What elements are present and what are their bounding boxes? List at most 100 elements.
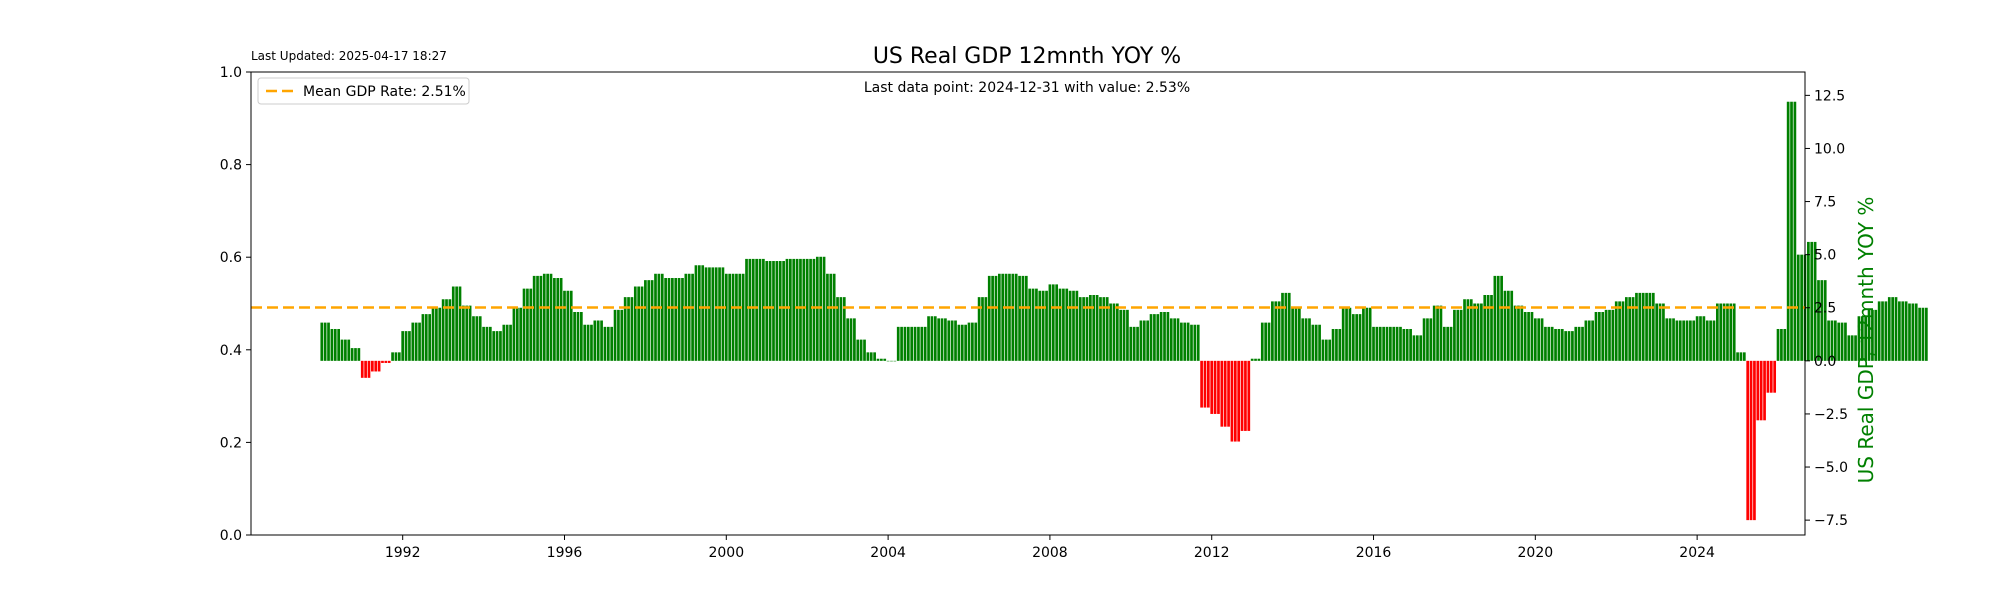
gdp-bar — [1483, 295, 1487, 361]
gdp-bar — [1217, 360, 1220, 414]
bars-layer — [320, 101, 1928, 521]
gdp-bar — [1176, 318, 1180, 361]
gdp-bar — [455, 286, 458, 361]
gdp-bar — [1665, 318, 1669, 361]
gdp-bar — [1466, 299, 1470, 361]
gdp-bar — [1180, 322, 1183, 361]
gdp-bar — [1898, 301, 1901, 361]
gdp-bar — [1159, 312, 1163, 361]
gdp-bar — [883, 358, 887, 361]
gdp-bar — [950, 320, 954, 361]
gdp-bar — [1355, 314, 1359, 361]
gdp-bar — [1439, 305, 1443, 361]
gdp-bar — [802, 258, 806, 361]
right-tick-label: 12.5 — [1814, 88, 1845, 104]
gdp-bar — [906, 326, 910, 361]
plot-frame — [250, 71, 1806, 536]
gdp-bar — [468, 305, 472, 361]
gdp-bar — [1517, 305, 1520, 361]
gdp-bar — [1362, 307, 1365, 361]
gdp-bar — [981, 297, 984, 361]
left-tick-label: 0.8 — [220, 158, 242, 174]
left-tick-label: 1.0 — [220, 65, 242, 81]
gdp-bar — [1072, 290, 1075, 361]
gdp-bar — [1331, 328, 1335, 361]
gdp-bar — [721, 267, 725, 361]
gdp-bar — [1773, 360, 1777, 393]
gdp-bar — [1136, 326, 1139, 361]
gdp-bar — [1749, 360, 1753, 521]
gdp-bar — [1611, 309, 1615, 361]
gdp-bar — [1678, 320, 1682, 361]
gdp-bar — [532, 275, 536, 361]
gdp-bar — [1207, 360, 1210, 408]
gdp-bar — [842, 297, 846, 361]
gdp-bar — [1169, 318, 1173, 361]
gdp-bar — [546, 273, 549, 361]
gdp-bar — [1065, 288, 1069, 361]
gdp-bar — [1038, 290, 1042, 361]
gdp-bar — [377, 360, 381, 372]
gdp-bar — [1810, 241, 1814, 361]
gdp-bar — [772, 261, 775, 361]
gdp-bar — [414, 322, 418, 361]
right-tick-label: 5.0 — [1814, 248, 1836, 264]
gdp-bar — [863, 339, 866, 361]
gdp-bar — [1446, 326, 1450, 361]
gdp-bar — [1122, 309, 1126, 361]
gdp-bar — [1925, 307, 1928, 361]
gdp-bar — [1021, 275, 1025, 361]
gdp-bar — [1469, 299, 1473, 361]
gdp-bar — [522, 288, 526, 361]
x-tick-label: 2008 — [1032, 545, 1068, 561]
gdp-bar — [1395, 326, 1399, 361]
gdp-bar — [1624, 297, 1628, 361]
gdp-bar — [1328, 339, 1332, 361]
gdp-bar — [1281, 292, 1284, 361]
gdp-bar — [1453, 309, 1456, 361]
gdp-bar — [1729, 303, 1733, 361]
gdp-bar — [1008, 273, 1011, 361]
gdp-bar — [1436, 305, 1439, 361]
gdp-bar — [580, 312, 583, 361]
gdp-bar — [701, 265, 705, 361]
gdp-bar — [387, 360, 391, 363]
gdp-bar — [664, 278, 667, 361]
gdp-bar — [1726, 303, 1729, 361]
gdp-bar — [1877, 301, 1881, 361]
gdp-bar — [745, 258, 748, 361]
gdp-bar — [711, 267, 715, 361]
gdp-bar — [1257, 358, 1261, 361]
gdp-bar — [539, 275, 543, 361]
gdp-bar — [1662, 303, 1665, 361]
x-tick-label: 1996 — [547, 545, 583, 561]
gdp-bar — [832, 273, 836, 361]
gdp-bar — [1304, 318, 1308, 361]
gdp-bar — [1705, 320, 1709, 361]
gdp-bar — [1348, 307, 1352, 361]
gdp-bar — [839, 297, 843, 361]
gdp-bar — [795, 258, 799, 361]
gdp-bar — [1321, 339, 1325, 361]
gdp-bar — [667, 278, 671, 361]
gdp-bar — [937, 318, 941, 361]
gdp-bar — [691, 273, 694, 361]
gdp-bar — [1247, 360, 1251, 431]
gdp-bar — [1196, 324, 1200, 361]
gdp-bar — [1213, 360, 1217, 414]
gdp-bar — [435, 307, 438, 361]
gdp-bar — [944, 318, 947, 361]
gdp-bar — [451, 286, 455, 361]
gdp-bar — [1857, 316, 1861, 361]
gdp-bar — [782, 261, 785, 361]
gdp-bar — [1807, 241, 1810, 361]
gdp-bar — [344, 339, 347, 361]
gdp-bar — [408, 331, 411, 361]
gdp-bar — [1645, 292, 1648, 361]
gdp-bar — [1594, 312, 1598, 361]
gdp-bar — [1190, 324, 1193, 361]
gdp-bar — [1264, 322, 1267, 361]
gdp-bar — [1089, 295, 1092, 361]
gdp-bar — [465, 305, 469, 361]
gdp-bar — [1476, 303, 1480, 361]
